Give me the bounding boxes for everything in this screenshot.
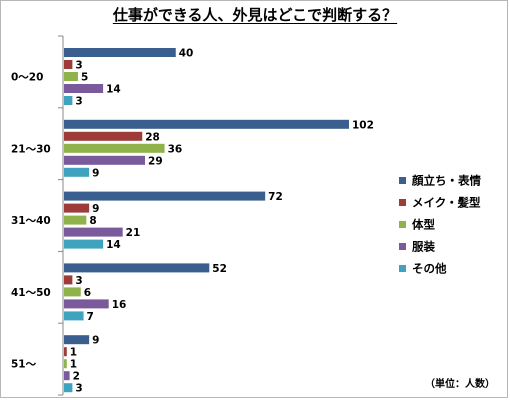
data-label: 6 <box>84 287 91 299</box>
data-label: 14 <box>106 84 121 96</box>
category-label: 41～50 <box>11 287 51 299</box>
bar <box>64 311 84 321</box>
bar <box>64 119 349 129</box>
chart-title: 仕事ができる人、外見はどこで判断する？ <box>112 6 398 24</box>
bar <box>64 167 90 177</box>
bar <box>64 143 165 153</box>
category-label: 21～30 <box>11 143 51 155</box>
bar <box>64 371 70 381</box>
bar <box>64 155 146 165</box>
bar <box>64 131 143 141</box>
data-label: 8 <box>89 215 96 227</box>
data-label: 36 <box>168 143 183 155</box>
data-label: 1 <box>70 359 77 371</box>
bar <box>64 299 109 309</box>
category-label: 51～ <box>11 359 37 371</box>
data-label: 28 <box>145 131 160 143</box>
bar <box>64 96 73 105</box>
data-label: 3 <box>75 275 82 287</box>
bar <box>64 84 104 93</box>
bar <box>64 239 104 249</box>
legend-label: 体型 <box>412 218 435 232</box>
data-label: 29 <box>148 155 163 167</box>
bar <box>64 215 87 225</box>
unit-note: （単位：人数） <box>425 379 495 390</box>
legend-label: 服装 <box>412 240 435 254</box>
data-label: 9 <box>92 167 99 179</box>
data-label: 21 <box>126 227 141 239</box>
data-label: 102 <box>352 119 374 131</box>
data-label: 40 <box>179 48 194 60</box>
data-label: 52 <box>212 263 227 275</box>
data-label: 72 <box>268 191 283 203</box>
data-label: 3 <box>75 383 82 395</box>
data-label: 3 <box>75 96 82 108</box>
data-label: 7 <box>87 311 94 323</box>
legend-swatch <box>399 199 406 206</box>
legend-swatch <box>399 243 406 250</box>
legend-swatch <box>399 265 406 272</box>
legend-label: 顔立ち・表情 <box>411 174 481 188</box>
bar <box>64 48 176 57</box>
category-label: 0～20 <box>11 72 43 84</box>
data-label: 16 <box>112 299 127 311</box>
data-label: 9 <box>92 335 99 347</box>
bar <box>64 203 90 213</box>
data-label: 9 <box>92 203 99 215</box>
data-label: 5 <box>81 72 88 84</box>
data-label: 3 <box>75 60 82 72</box>
bar <box>64 60 73 69</box>
bar <box>64 227 123 237</box>
bar <box>64 287 81 297</box>
data-label: 2 <box>73 371 80 383</box>
bar <box>64 347 67 357</box>
data-label: 1 <box>70 347 77 359</box>
bar <box>64 191 266 201</box>
bar <box>64 335 90 345</box>
legend-label: メイク・髪型 <box>412 196 481 210</box>
bar <box>64 359 67 369</box>
data-label: 14 <box>106 239 121 251</box>
bar <box>64 263 210 273</box>
legend-swatch <box>399 177 406 184</box>
bar <box>64 275 73 285</box>
bar <box>64 72 78 81</box>
category-label: 31～40 <box>11 215 51 227</box>
bar <box>64 383 73 393</box>
legend-swatch <box>399 221 406 228</box>
legend-label: その他 <box>412 262 447 276</box>
